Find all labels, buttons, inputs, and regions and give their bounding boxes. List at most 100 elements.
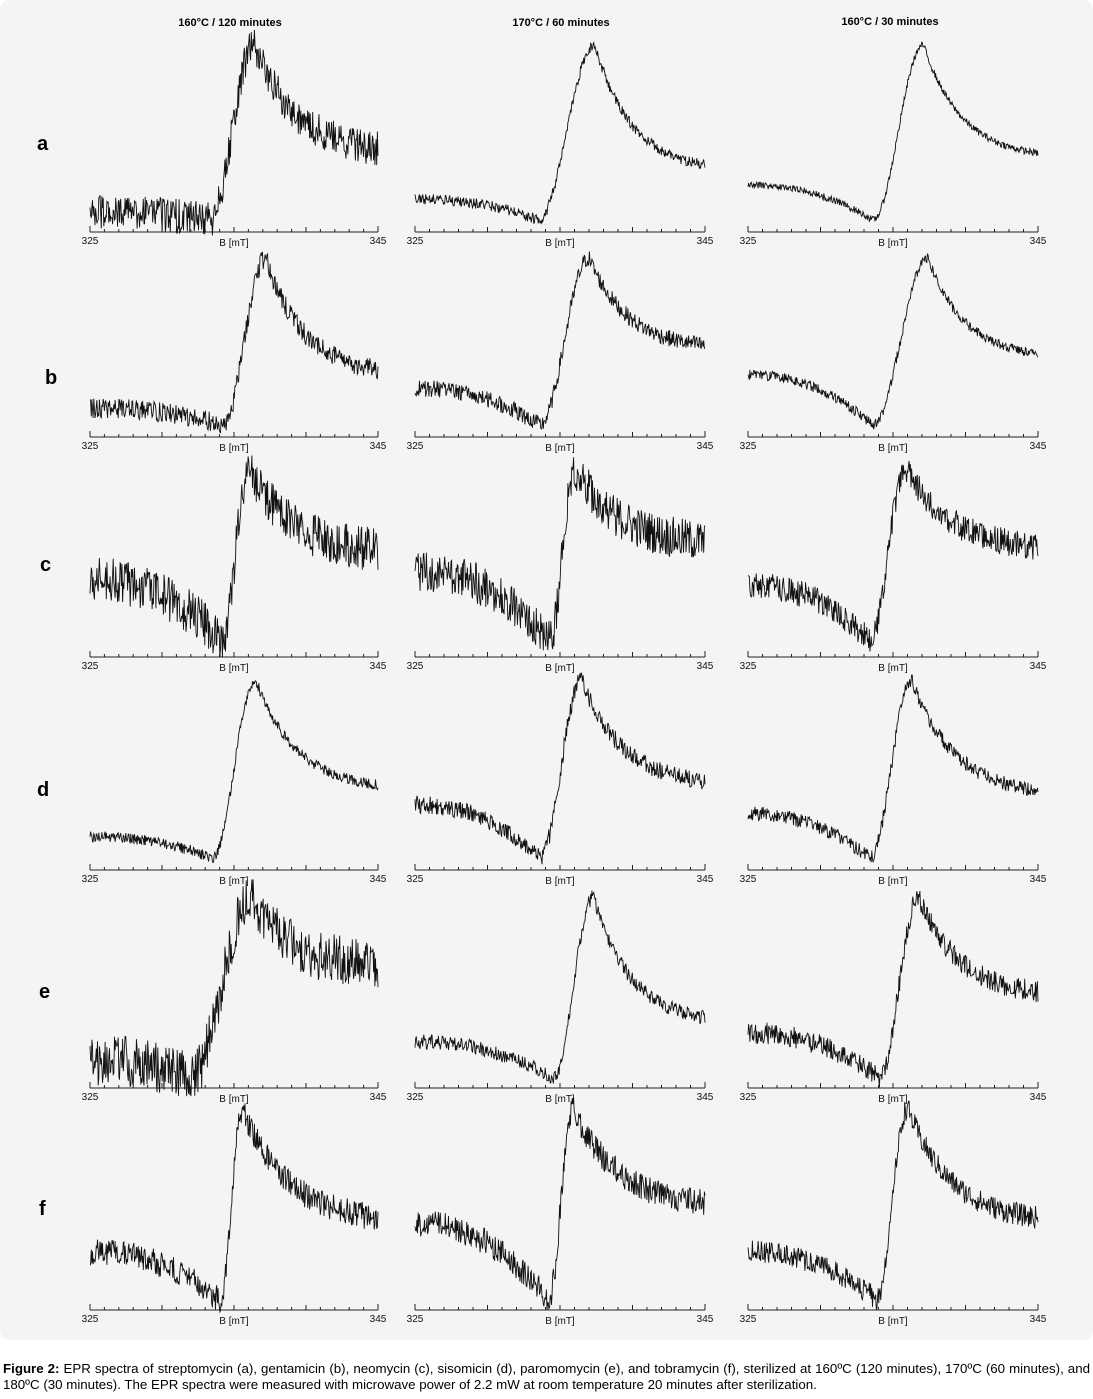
- spectrum-panel-c-1: 325 345 B [mT]: [82, 455, 387, 674]
- row-labels: a b c d e f: [37, 133, 57, 1220]
- x-axis-title: B [mT]: [219, 443, 249, 454]
- epr-trace-f-2: [414, 1097, 706, 1311]
- column-titles: 160°C / 120 minutes 170°C / 60 minutes 1…: [178, 16, 938, 29]
- x-tick-label-min: 325: [740, 874, 757, 885]
- epr-trace-d-2: [414, 672, 706, 865]
- column-title-3: 160°C / 30 minutes: [841, 16, 938, 28]
- x-axis-title: B [mT]: [219, 876, 249, 887]
- x-tick-label-min: 325: [740, 1092, 757, 1103]
- spectrum-panel-e-2: 325 345 B [mT]: [407, 890, 714, 1105]
- epr-trace-c-3: [747, 460, 1039, 652]
- x-tick-label-max: 345: [697, 441, 714, 452]
- x-tick-label-max: 345: [697, 1314, 714, 1325]
- spectrum-panel-f-2: 325 345 B [mT]: [407, 1097, 714, 1327]
- x-tick-label-min: 325: [407, 1092, 424, 1103]
- epr-trace-e-3: [747, 890, 1039, 1088]
- x-tick-label-min: 325: [740, 236, 757, 247]
- epr-trace-a-3: [747, 41, 1039, 223]
- x-axis-title: B [mT]: [545, 876, 575, 887]
- x-tick-label-min: 325: [407, 236, 424, 247]
- figure-caption: Figure 2: EPR spectra of streptomycin (a…: [3, 1361, 1090, 1393]
- x-axis-title: B [mT]: [878, 876, 908, 887]
- x-axis-title: B [mT]: [545, 1094, 575, 1105]
- x-tick-label-max: 345: [370, 1314, 387, 1325]
- spectra-grid: 325 345 B [mT] 325 345 B [mT] 325 345 B [mT] 325 3…: [82, 29, 1047, 1327]
- epr-trace-d-3: [747, 674, 1039, 863]
- x-axis-title: B [mT]: [545, 1316, 575, 1327]
- x-tick-label-max: 345: [697, 236, 714, 247]
- column-title-1: 160°C / 120 minutes: [178, 17, 281, 29]
- spectrum-panel-a-3: 325 345 B [mT]: [740, 41, 1047, 249]
- spectrum-panel-d-1: 325 345 B [mT]: [82, 680, 387, 887]
- epr-spectra-figure: 160°C / 120 minutes 170°C / 60 minutes 1…: [37, 16, 1047, 1327]
- spectrum-panel-f-1: 325 345 B [mT]: [82, 1103, 387, 1327]
- row-label-e: e: [39, 981, 50, 1003]
- epr-trace-b-2: [414, 251, 706, 430]
- x-axis-title: B [mT]: [545, 663, 575, 674]
- x-tick-label-max: 345: [1030, 1092, 1047, 1103]
- epr-trace-e-2: [414, 890, 706, 1084]
- x-tick-label-max: 345: [370, 874, 387, 885]
- x-tick-label-min: 325: [82, 236, 99, 247]
- spectrum-panel-b-3: 325 345 B [mT]: [740, 252, 1047, 454]
- x-tick-label-max: 345: [370, 1092, 387, 1103]
- x-axis-title: B [mT]: [219, 1094, 249, 1105]
- x-tick-label-min: 325: [740, 441, 757, 452]
- x-axis-title: B [mT]: [878, 1316, 908, 1327]
- epr-trace-d-1: [89, 680, 379, 864]
- x-tick-label-max: 345: [697, 874, 714, 885]
- x-tick-label-max: 345: [1030, 1314, 1047, 1325]
- epr-trace-b-1: [89, 251, 379, 434]
- spectrum-panel-c-3: 325 345 B [mT]: [740, 460, 1047, 674]
- epr-trace-e-1: [89, 879, 379, 1097]
- spectrum-panel-b-2: 325 345 B [mT]: [407, 251, 714, 454]
- x-tick-label-min: 325: [740, 1314, 757, 1325]
- x-tick-label-min: 325: [407, 1314, 424, 1325]
- x-tick-label-min: 325: [82, 874, 99, 885]
- spectrum-panel-d-3: 325 345 B [mT]: [740, 674, 1047, 887]
- spectrum-panel-a-2: 325 345 B [mT]: [407, 41, 714, 249]
- x-tick-label-min: 325: [82, 1092, 99, 1103]
- caption-text: EPR spectra of streptomycin (a), gentami…: [3, 1361, 1090, 1392]
- x-axis-title: B [mT]: [545, 238, 575, 249]
- spectrum-panel-c-2: 325 345 B [mT]: [407, 457, 714, 674]
- x-axis-title: B [mT]: [219, 1316, 249, 1327]
- x-tick-label-max: 345: [1030, 874, 1047, 885]
- x-tick-label-min: 325: [407, 661, 424, 672]
- spectrum-panel-e-3: 325 345 B [mT]: [740, 890, 1047, 1105]
- epr-trace-f-3: [747, 1100, 1039, 1311]
- x-tick-label-max: 345: [1030, 661, 1047, 672]
- x-tick-label-min: 325: [82, 441, 99, 452]
- x-axis-title: B [mT]: [878, 443, 908, 454]
- x-axis-title: B [mT]: [219, 663, 249, 674]
- spectrum-panel-d-2: 325 345 B [mT]: [407, 672, 714, 887]
- x-tick-label-min: 325: [82, 1314, 99, 1325]
- x-tick-label-max: 345: [697, 1092, 714, 1103]
- x-tick-label-max: 345: [370, 441, 387, 452]
- row-label-b: b: [45, 367, 57, 389]
- x-tick-label-min: 325: [407, 874, 424, 885]
- spectrum-panel-b-1: 325 345 B [mT]: [82, 251, 387, 454]
- x-axis-title: B [mT]: [219, 238, 249, 249]
- x-axis-title: B [mT]: [878, 238, 908, 249]
- column-title-2: 170°C / 60 minutes: [512, 17, 609, 29]
- epr-trace-f-1: [89, 1103, 379, 1314]
- spectrum-panel-e-1: 325 345 B [mT]: [82, 879, 387, 1105]
- x-tick-label-max: 345: [370, 236, 387, 247]
- epr-trace-b-3: [747, 252, 1039, 430]
- x-tick-label-max: 345: [697, 661, 714, 672]
- row-label-f: f: [39, 1198, 46, 1220]
- spectrum-panel-f-3: 325 345 B [mT]: [740, 1100, 1047, 1327]
- epr-trace-a-2: [414, 41, 706, 225]
- x-tick-label-max: 345: [370, 661, 387, 672]
- epr-trace-c-2: [414, 457, 706, 651]
- row-label-d: d: [37, 779, 49, 801]
- x-tick-label-min: 325: [82, 661, 99, 672]
- x-axis-title: B [mT]: [878, 663, 908, 674]
- x-tick-label-max: 345: [1030, 441, 1047, 452]
- epr-trace-c-1: [89, 455, 379, 658]
- x-tick-label-min: 325: [740, 661, 757, 672]
- epr-trace-a-1: [89, 29, 379, 236]
- caption-label: Figure 2:: [3, 1361, 60, 1376]
- row-label-a: a: [37, 133, 49, 155]
